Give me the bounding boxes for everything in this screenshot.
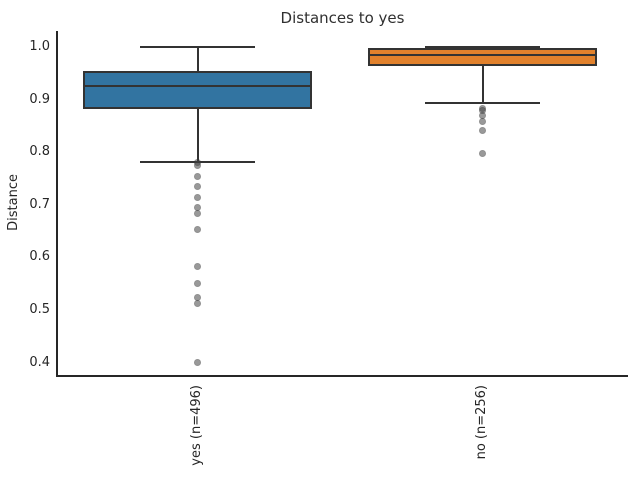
lower-whisker-line [481,66,484,103]
y-tick-label: 0.5 [29,302,50,317]
outlier-point [479,149,486,157]
median-line [370,54,595,57]
outlier-point [194,226,201,234]
y-tick-label: 0.9 [29,91,50,107]
median-line [85,84,310,87]
y-axis-spine [56,31,58,376]
upper-whisker-cap [140,46,255,48]
x-tick-label: yes (n=496) [188,385,204,466]
outlier-point [194,280,201,288]
lower-whisker-cap [425,101,540,104]
outlier-point [194,300,201,308]
y-tick-label: 0.4 [29,354,50,370]
x-axis-spine [56,374,628,377]
box-yes [83,71,312,110]
lower-whisker-line [196,109,199,162]
outlier-point [194,194,201,202]
chart-title: Distances to yes [280,9,405,27]
outlier-point [194,162,201,170]
y-tick-label: 1.0 [29,39,50,54]
y-tick-label: 0.8 [29,144,50,160]
box-no [368,48,597,67]
outlier-point [194,358,201,366]
y-tick-label: 0.7 [29,196,50,212]
outlier-point [479,126,486,134]
y-tick-label: 0.6 [29,249,50,265]
x-tick-label: no (n=256) [473,385,489,460]
outlier-point [194,173,201,181]
outlier-point [479,117,486,125]
upper-whisker-line [196,47,199,72]
outlier-point [194,263,201,271]
upper-whisker-cap [425,46,540,48]
outlier-point [194,210,201,218]
outlier-point [194,183,201,191]
